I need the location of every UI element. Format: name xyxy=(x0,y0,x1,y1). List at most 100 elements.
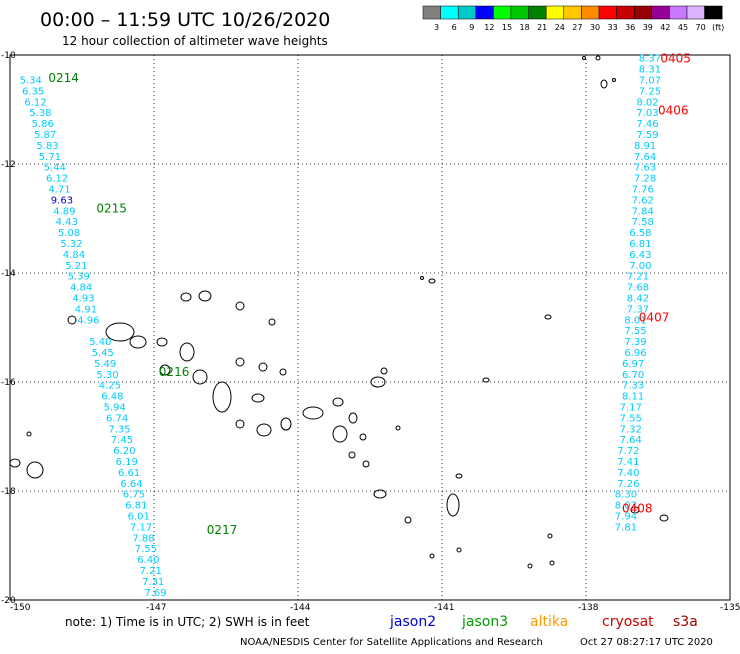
swh-value-label: 7.84 xyxy=(632,206,654,217)
footer-timestamp: Oct 27 08:27:17 UTC 2020 xyxy=(580,637,713,648)
swh-value-label: 5.94 xyxy=(104,403,126,414)
island xyxy=(373,489,387,499)
island xyxy=(302,406,324,420)
swh-value-label: 4.71 xyxy=(48,185,70,196)
pass-label: 0407 xyxy=(639,311,670,325)
swh-value-label: 5.40 xyxy=(89,337,111,348)
colorbar-label: 70 xyxy=(696,23,706,32)
swh-value-label: 4.93 xyxy=(72,294,94,305)
island xyxy=(420,276,424,280)
island xyxy=(258,362,268,372)
swh-value-label: 7.25 xyxy=(639,86,661,97)
swh-value-label: 8.91 xyxy=(634,141,656,152)
legend-s3a: s3a xyxy=(673,614,698,630)
island xyxy=(235,419,245,429)
swh-value-label: 7.64 xyxy=(620,435,642,446)
swh-value-label: 6.64 xyxy=(120,479,142,490)
legend-jason2: jason2 xyxy=(389,614,436,630)
island xyxy=(156,337,168,347)
island xyxy=(159,364,171,376)
colorbar-swatch xyxy=(563,5,582,20)
colorbar-swatch xyxy=(616,5,635,20)
colorbar-label: 39 xyxy=(643,23,653,32)
island xyxy=(348,451,356,459)
swh-value-label: 5.34 xyxy=(20,76,42,87)
x-tick-label: -147 xyxy=(146,603,166,613)
swh-value-label: 4.89 xyxy=(53,206,75,217)
island xyxy=(544,314,552,320)
y-tick-label: -16 xyxy=(1,378,16,388)
island xyxy=(180,292,192,302)
island xyxy=(547,533,553,539)
pass-label: 0408 xyxy=(622,501,653,515)
swh-value-label: 5.45 xyxy=(92,348,114,359)
x-tick-label: -141 xyxy=(434,603,454,613)
colorbar-label: 18 xyxy=(520,23,530,32)
swh-value-label: 6.48 xyxy=(101,392,123,403)
colorbar-swatch xyxy=(686,5,705,20)
swh-value-label: 7.00 xyxy=(629,261,651,272)
colorbar-label: 9 xyxy=(469,23,474,32)
island xyxy=(362,460,370,468)
swh-value-label: 7.72 xyxy=(617,446,639,457)
swh-value-label: 7.62 xyxy=(632,195,654,206)
island xyxy=(332,397,344,407)
island xyxy=(630,506,640,514)
legend-cryosat: cryosat xyxy=(602,614,654,630)
swh-value-label: 7.07 xyxy=(639,76,661,87)
colorbar-label: 12 xyxy=(484,23,494,32)
swh-value-label: 6.35 xyxy=(22,86,44,97)
y-tick-label: -14 xyxy=(1,269,16,279)
colorbar-label: 27 xyxy=(572,23,582,32)
legend-altika: altika xyxy=(530,614,568,630)
swh-value-label: 8.07 xyxy=(615,501,637,512)
swh-value-label: 7.81 xyxy=(615,522,637,533)
swh-value-label: 6.96 xyxy=(624,348,646,359)
swh-value-label: 8.42 xyxy=(627,294,649,305)
island xyxy=(348,412,358,424)
footer-note: note: 1) Time is in UTC; 2) SWH is in fe… xyxy=(65,615,310,629)
y-tick-label: -12 xyxy=(1,160,16,170)
swh-value-label: 7.55 xyxy=(620,413,642,424)
swh-value-label: 8.30 xyxy=(615,490,637,501)
swh-value-label: 6.12 xyxy=(24,97,46,108)
island xyxy=(256,423,272,437)
island xyxy=(359,433,367,441)
colorbar-label: 42 xyxy=(660,23,670,32)
swh-value-label: 7.88 xyxy=(132,533,154,544)
x-tick-label: -135 xyxy=(720,603,740,613)
colorbar-label: 3 xyxy=(434,23,439,32)
island xyxy=(370,376,386,388)
island xyxy=(395,425,401,431)
swh-value-label: 6.01 xyxy=(128,512,150,523)
island xyxy=(549,560,555,566)
swh-value-label: 7.37 xyxy=(627,304,649,315)
satellite-legend: jason2 jason3 altika cryosat s3a xyxy=(389,614,698,630)
swh-value-label: 7.69 xyxy=(144,588,166,599)
island xyxy=(9,458,21,468)
swh-value-label: 7.26 xyxy=(617,479,639,490)
swh-value-label: 7.39 xyxy=(624,337,646,348)
colorbar-label: 6 xyxy=(452,23,457,32)
plot-frame xyxy=(9,54,731,601)
swh-value-label: 5.87 xyxy=(34,130,56,141)
pass-labels: 0214 0215 0216 0217 0405 0406 0407 0408 xyxy=(48,52,691,537)
swh-value-label: 5.39 xyxy=(68,272,90,283)
y-tick-label: -10 xyxy=(1,51,16,61)
colorbar-swatch xyxy=(493,5,512,20)
swh-value-label: 8.11 xyxy=(622,392,644,403)
colorbar-swatch xyxy=(545,5,565,20)
swh-values: 5.346.356.125.385.865.875.835.715.446.12… xyxy=(20,54,661,599)
island xyxy=(26,431,32,437)
swh-value-label: 6.20 xyxy=(113,446,135,457)
colorbar-swatch xyxy=(651,5,670,20)
pass-label: 0215 xyxy=(96,202,127,216)
island xyxy=(527,563,533,569)
swh-value-label: 5.30 xyxy=(96,370,118,381)
swh-value-label: 6.43 xyxy=(629,250,651,261)
island xyxy=(429,553,435,559)
swh-value-label: 7.58 xyxy=(632,217,654,228)
colorbar-swatch xyxy=(704,5,723,20)
x-tick-label: -150 xyxy=(10,603,31,613)
swh-value-label: 7.17 xyxy=(130,522,152,533)
